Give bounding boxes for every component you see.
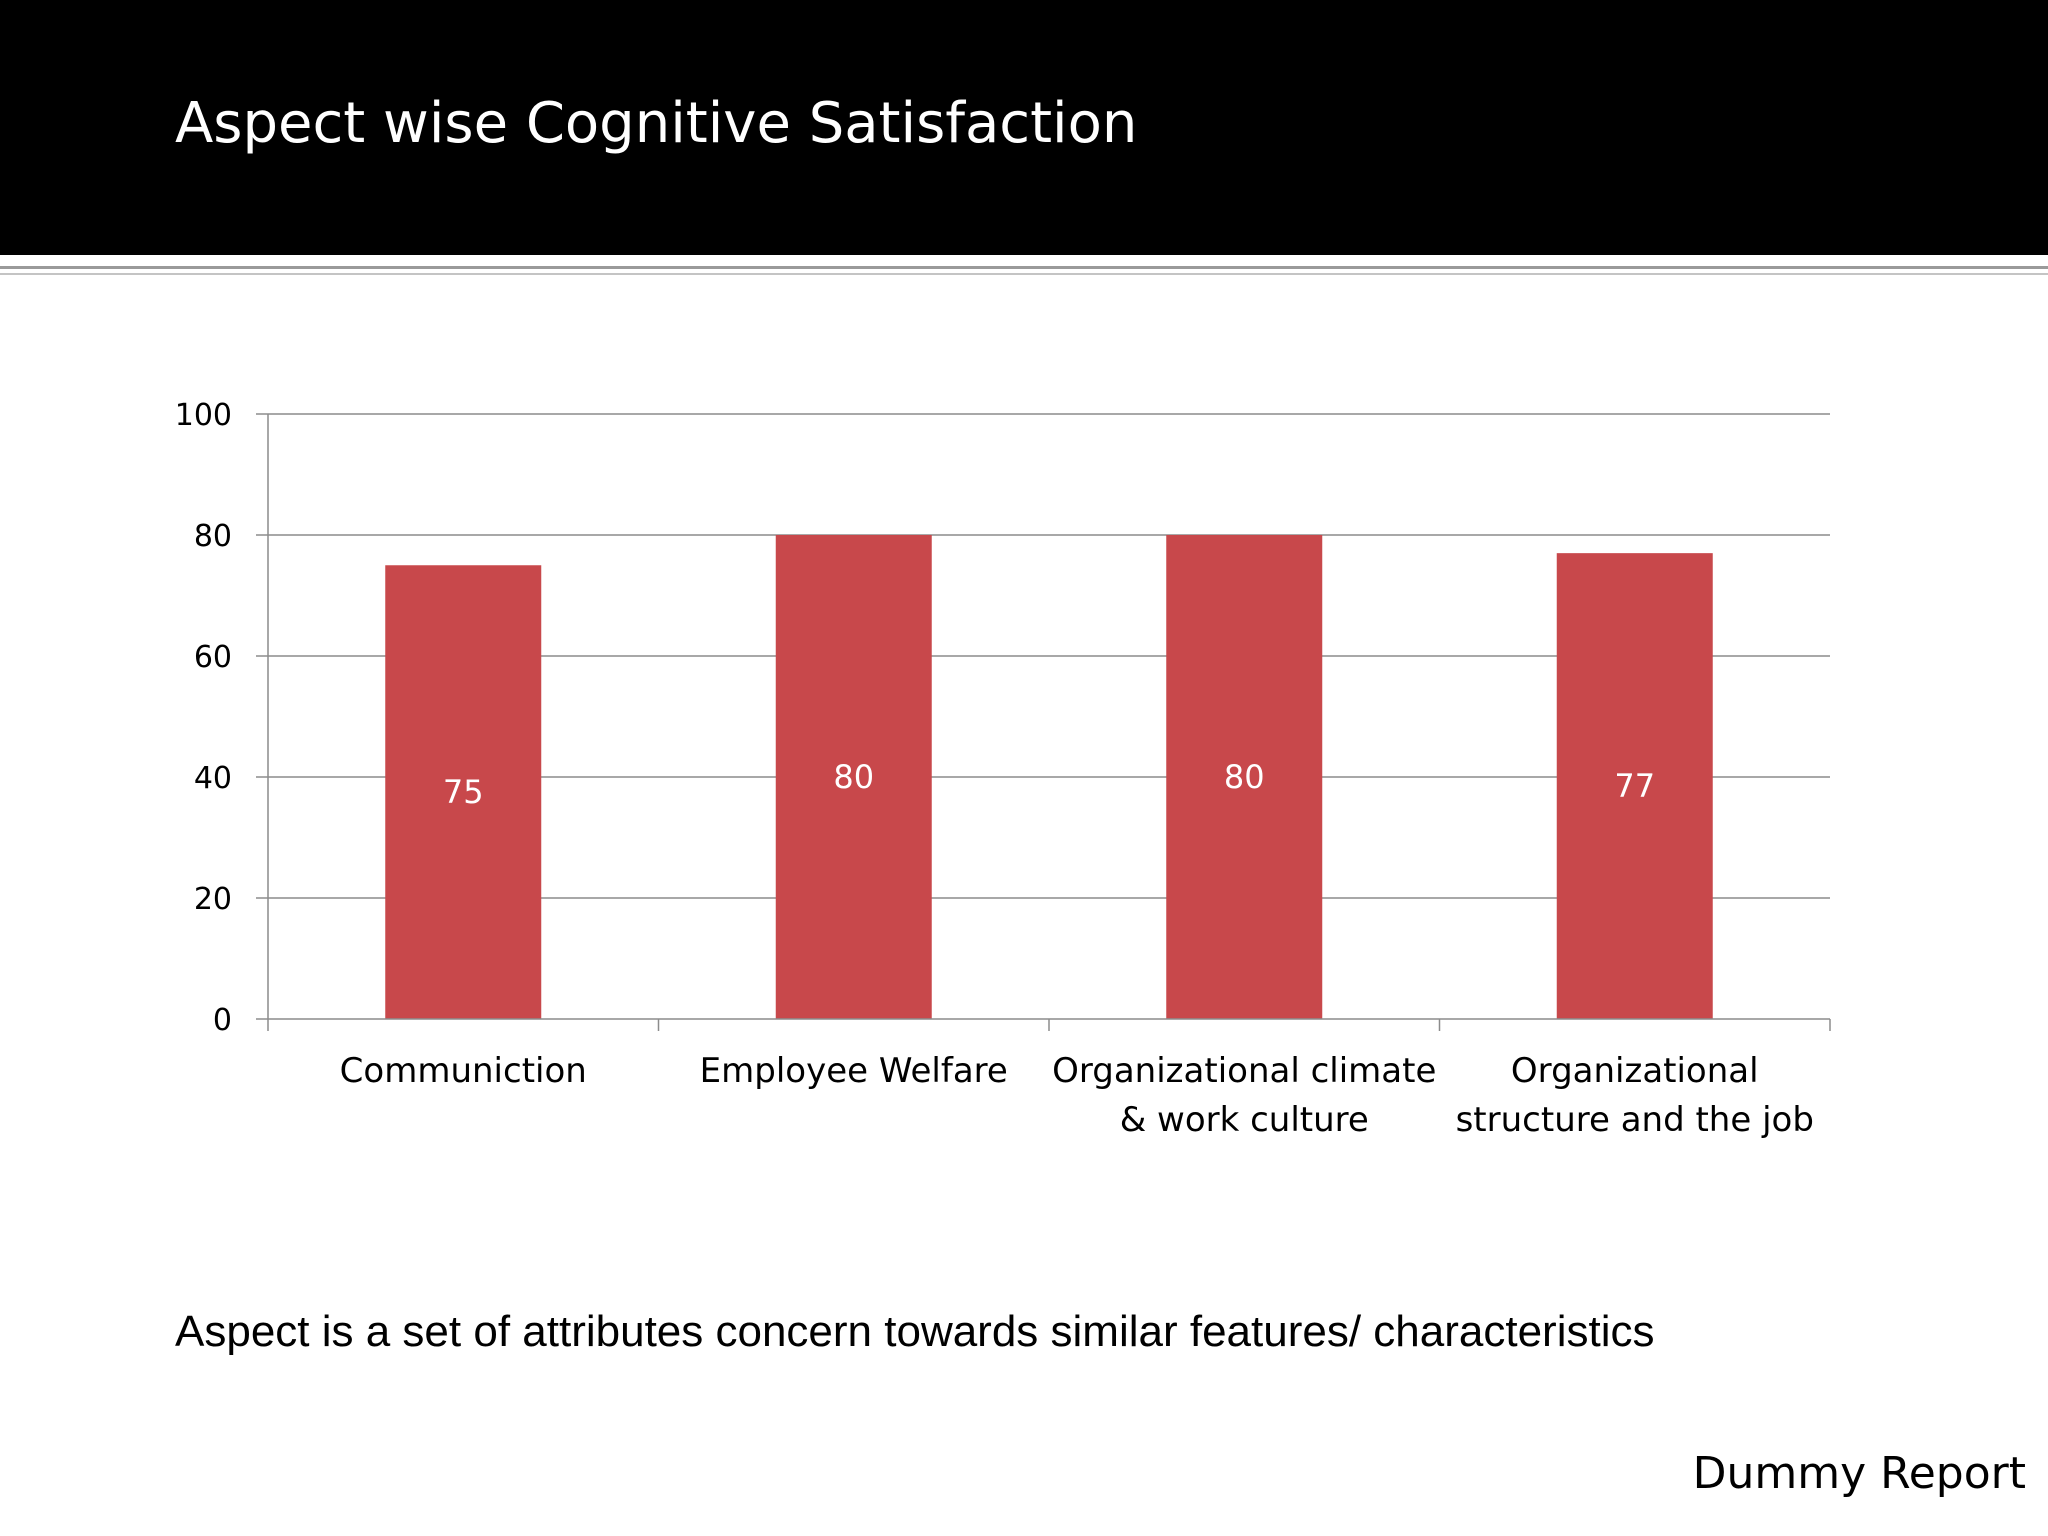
bar-data-label: 77 — [1614, 767, 1655, 805]
x-category-label: & work culture — [1120, 1100, 1369, 1140]
bar-data-label: 75 — [443, 773, 484, 811]
y-tick-label: 60 — [194, 640, 232, 675]
footer-label: Dummy Report — [1692, 1448, 2026, 1499]
y-tick-label: 100 — [175, 398, 232, 433]
slide-caption: Aspect is a set of attributes concern to… — [175, 1307, 1655, 1356]
labels: 0 20 40 60 80 100 75 80 80 77 Communiction Employee… — [175, 398, 1814, 1140]
x-category-label: structure and the job — [1456, 1100, 1814, 1140]
bar-chart: 0 20 40 60 80 100 75 80 80 77 Communiction Employee… — [175, 398, 1831, 1140]
bar — [1166, 535, 1323, 1019]
y-tick-label: 0 — [213, 1003, 232, 1038]
bar-data-label: 80 — [1224, 758, 1265, 796]
bar — [385, 565, 542, 1019]
y-tick-label: 80 — [194, 519, 232, 554]
y-tick-label: 40 — [194, 761, 232, 796]
x-category-label: Employee Welfare — [700, 1051, 1008, 1091]
bar — [1556, 553, 1713, 1019]
title-divider-secondary — [0, 273, 2048, 275]
bars — [385, 535, 1713, 1019]
slide-title: Aspect wise Cognitive Satisfaction — [175, 91, 1138, 156]
x-category-label: Organizational climate — [1052, 1051, 1436, 1091]
x-category-label: Organizational — [1511, 1051, 1759, 1091]
bar — [775, 535, 932, 1019]
bar-data-label: 80 — [833, 758, 874, 796]
title-band: Aspect wise Cognitive Satisfaction — [0, 0, 2048, 255]
title-divider — [0, 266, 2048, 269]
x-category-label: Communiction — [340, 1051, 587, 1091]
y-tick-label: 20 — [194, 882, 232, 917]
axes — [256, 413, 1831, 1031]
